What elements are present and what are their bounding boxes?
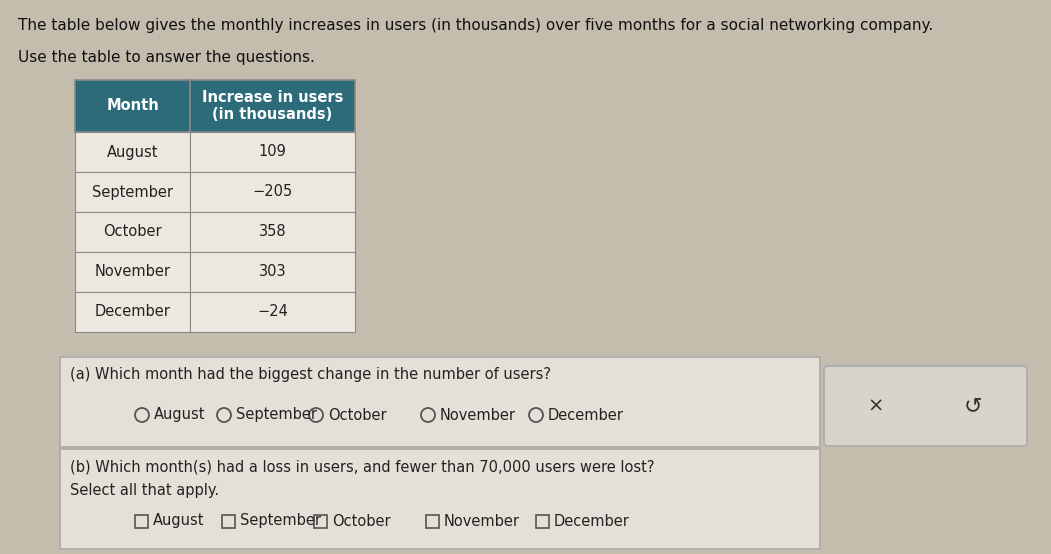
- Text: Select all that apply.: Select all that apply.: [70, 483, 219, 498]
- FancyBboxPatch shape: [60, 357, 820, 447]
- Text: November: November: [440, 408, 516, 423]
- Text: August: August: [153, 514, 205, 529]
- Text: 109: 109: [259, 145, 287, 160]
- Text: December: December: [548, 408, 624, 423]
- Text: December: December: [95, 305, 170, 320]
- FancyBboxPatch shape: [75, 212, 190, 252]
- FancyBboxPatch shape: [190, 292, 355, 332]
- Text: November: November: [444, 514, 520, 529]
- Text: −205: −205: [252, 184, 292, 199]
- Text: Use the table to answer the questions.: Use the table to answer the questions.: [18, 50, 315, 65]
- Text: Increase in users
(in thousands): Increase in users (in thousands): [202, 90, 344, 122]
- FancyBboxPatch shape: [824, 366, 1027, 446]
- FancyBboxPatch shape: [75, 132, 190, 172]
- Text: September: September: [236, 408, 317, 423]
- FancyBboxPatch shape: [75, 80, 190, 132]
- FancyBboxPatch shape: [75, 292, 190, 332]
- Text: −24: −24: [257, 305, 288, 320]
- FancyBboxPatch shape: [190, 252, 355, 292]
- Text: (a) Which month had the biggest change in the number of users?: (a) Which month had the biggest change i…: [70, 367, 551, 382]
- FancyBboxPatch shape: [60, 449, 820, 549]
- FancyBboxPatch shape: [426, 515, 439, 527]
- FancyBboxPatch shape: [190, 212, 355, 252]
- Text: August: August: [107, 145, 159, 160]
- Text: 358: 358: [259, 224, 286, 239]
- FancyBboxPatch shape: [190, 172, 355, 212]
- Text: December: December: [554, 514, 630, 529]
- Text: Month: Month: [106, 99, 159, 114]
- Text: October: October: [332, 514, 391, 529]
- Text: September: September: [92, 184, 173, 199]
- Text: 303: 303: [259, 264, 286, 280]
- FancyBboxPatch shape: [314, 515, 327, 527]
- FancyBboxPatch shape: [190, 80, 355, 132]
- FancyBboxPatch shape: [222, 515, 235, 527]
- FancyBboxPatch shape: [536, 515, 549, 527]
- Text: September: September: [240, 514, 321, 529]
- FancyBboxPatch shape: [190, 132, 355, 172]
- Text: ×: ×: [868, 397, 884, 416]
- Text: ↺: ↺: [964, 396, 983, 416]
- Text: October: October: [103, 224, 162, 239]
- Text: August: August: [154, 408, 206, 423]
- FancyBboxPatch shape: [75, 172, 190, 212]
- FancyBboxPatch shape: [75, 252, 190, 292]
- Text: The table below gives the monthly increases in users (in thousands) over five mo: The table below gives the monthly increa…: [18, 18, 933, 33]
- Text: (b) Which month(s) had a loss in users, and fewer than 70,000 users were lost?: (b) Which month(s) had a loss in users, …: [70, 459, 655, 474]
- FancyBboxPatch shape: [135, 515, 148, 527]
- Text: October: October: [328, 408, 387, 423]
- Text: November: November: [95, 264, 170, 280]
